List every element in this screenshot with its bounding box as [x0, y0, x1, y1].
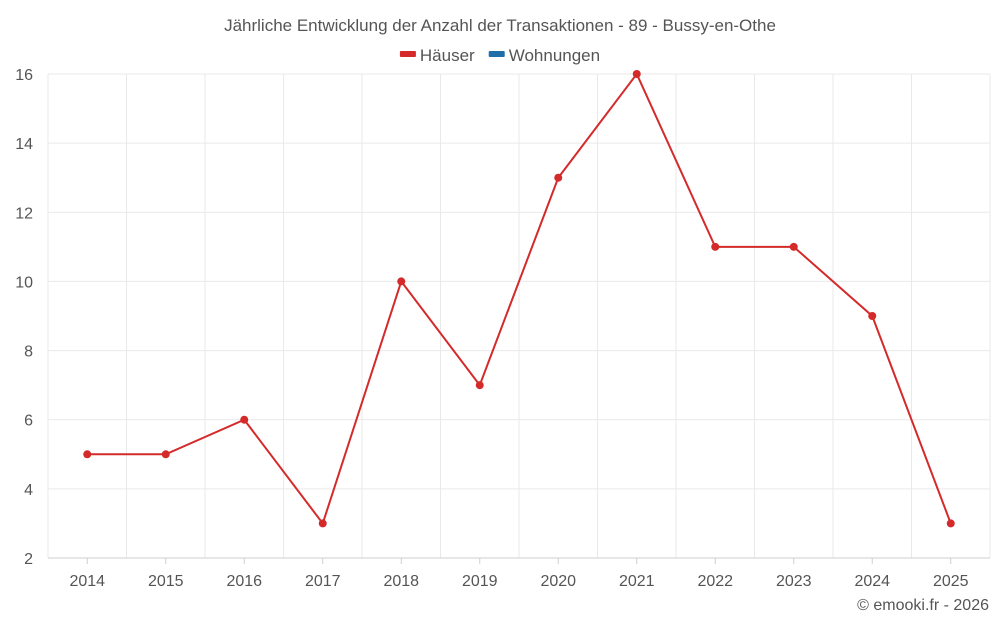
y-axis-ticks: 2 4 6 8 10 12 14 16 — [15, 67, 33, 568]
x-tick-label: 2025 — [933, 573, 969, 590]
y-tick-label: 2 — [24, 551, 33, 568]
credit-text: © emooki.fr - 2026 — [857, 597, 989, 614]
data-point[interactable] — [868, 312, 877, 320]
data-point[interactable] — [554, 173, 563, 182]
data-point[interactable] — [475, 381, 484, 390]
x-tick-label: 2022 — [697, 573, 733, 590]
grid-lines — [47, 73, 991, 559]
legend-label: Häuser — [420, 46, 475, 65]
legend-item[interactable]: Wohnungen — [488, 46, 600, 65]
data-point[interactable] — [632, 70, 641, 78]
legend-label: Wohnungen — [509, 46, 600, 65]
x-tick-label: 2014 — [69, 573, 105, 590]
y-tick-label: 12 — [15, 205, 33, 222]
series-layer — [83, 70, 955, 528]
y-tick-label: 8 — [24, 344, 33, 361]
data-point[interactable] — [83, 450, 92, 459]
y-tick-label: 4 — [24, 482, 33, 499]
data-point[interactable] — [240, 415, 249, 424]
x-axis-ticks: 2014 2015 2016 2017 2018 2019 2020 2021 2022 2023… — [69, 558, 969, 590]
legend: Häuser Wohnungen — [399, 46, 600, 65]
y-tick-label: 6 — [24, 413, 33, 430]
data-point[interactable] — [397, 277, 406, 286]
y-tick-label: 16 — [15, 67, 33, 84]
x-tick-label: 2018 — [383, 573, 419, 590]
x-tick-label: 2024 — [854, 573, 890, 590]
x-tick-label: 2017 — [305, 573, 341, 590]
legend-swatch — [488, 51, 505, 57]
chart-title: Jährliche Entwicklung der Anzahl der Tra… — [224, 16, 776, 35]
data-point[interactable] — [946, 519, 955, 528]
legend-item[interactable]: Häuser — [399, 46, 475, 65]
series-line-0 — [87, 72, 952, 526]
data-point[interactable] — [161, 450, 170, 459]
x-tick-label: 2015 — [148, 573, 184, 590]
x-tick-label: 2021 — [619, 573, 655, 590]
y-tick-label: 14 — [15, 136, 33, 153]
x-tick-label: 2023 — [776, 573, 812, 590]
x-tick-label: 2016 — [226, 573, 262, 590]
data-point[interactable] — [789, 242, 798, 251]
x-tick-label: 2020 — [540, 573, 576, 590]
legend-swatch — [399, 51, 416, 57]
data-point[interactable] — [318, 519, 327, 528]
data-point[interactable] — [711, 242, 720, 251]
y-tick-label: 10 — [15, 274, 33, 291]
x-tick-label: 2019 — [462, 573, 498, 590]
